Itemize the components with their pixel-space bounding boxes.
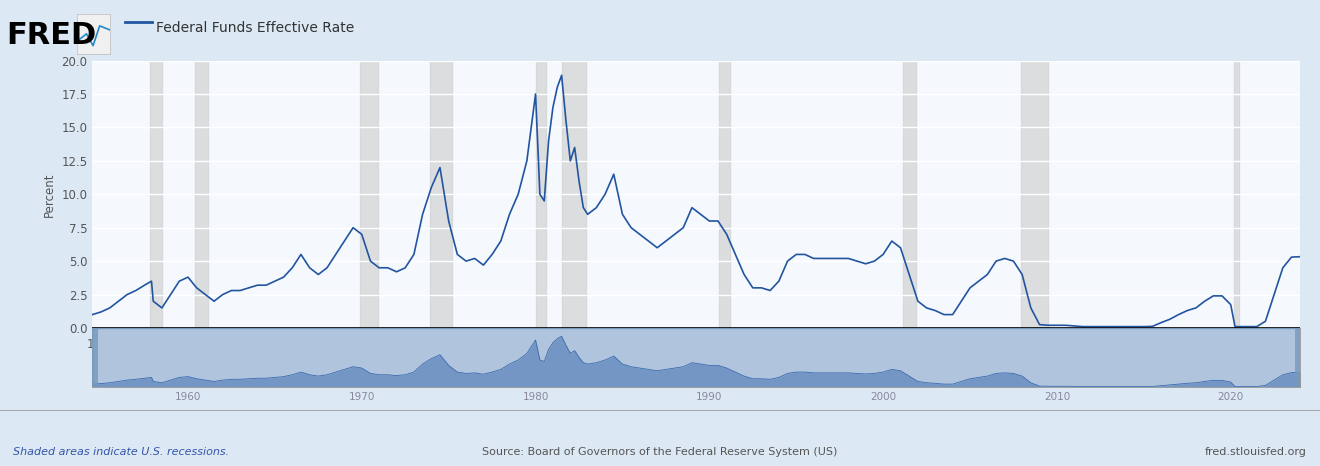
Y-axis label: Percent: Percent (42, 172, 55, 217)
Bar (536, 61, 545, 328)
Bar (561, 61, 586, 328)
Text: fred.stlouisfed.org: fred.stlouisfed.org (1205, 447, 1307, 457)
Bar (360, 61, 378, 328)
Text: Shaded areas indicate U.S. recessions.: Shaded areas indicate U.S. recessions. (13, 447, 230, 457)
Bar (92, 328, 98, 387)
Bar (719, 61, 730, 328)
Bar (150, 61, 162, 328)
Text: FRED: FRED (7, 21, 96, 50)
Text: Federal Funds Effective Rate: Federal Funds Effective Rate (156, 21, 354, 35)
Bar (903, 61, 916, 328)
Bar (1234, 61, 1239, 328)
Text: Source: Board of Governors of the Federal Reserve System (US): Source: Board of Governors of the Federa… (482, 447, 838, 457)
Bar (195, 61, 209, 328)
Bar (1295, 328, 1300, 387)
Bar (430, 61, 451, 328)
Bar (1020, 61, 1048, 328)
